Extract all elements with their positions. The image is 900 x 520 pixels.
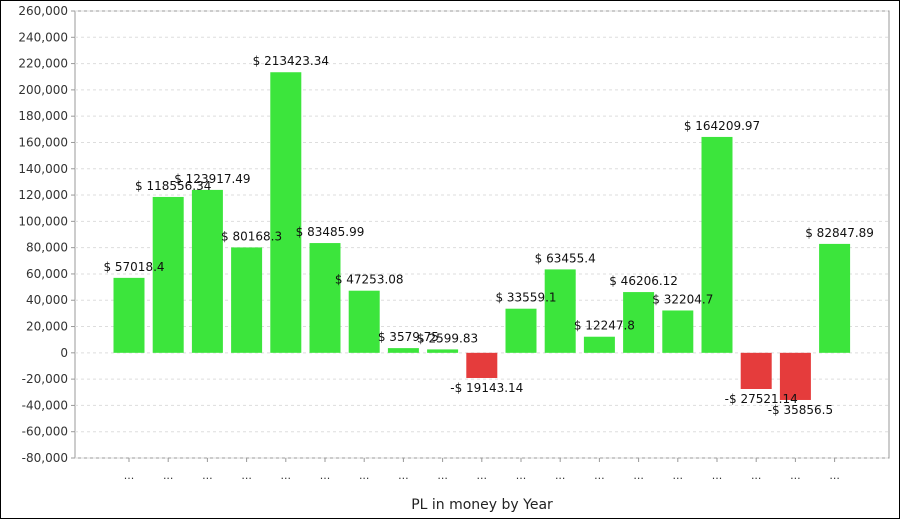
bar <box>623 292 655 353</box>
bar <box>740 352 772 390</box>
bar <box>309 243 341 353</box>
data-label: $ 12247.8 <box>574 319 635 333</box>
data-label: $ 164209.97 <box>684 119 760 133</box>
bar <box>505 308 537 353</box>
data-label: $ 213423.34 <box>253 54 329 68</box>
x-tick-label: ... <box>163 469 174 482</box>
data-label: $ 123917.49 <box>174 172 250 186</box>
x-tick-label: ... <box>751 469 762 482</box>
y-tick-label: -80,000 <box>22 451 68 465</box>
data-labels: $ 57018.4 $ 118556.34$ 123917.49 $ 80168.3… <box>103 54 873 417</box>
bar <box>544 269 576 353</box>
x-tick-label: ... <box>633 469 644 482</box>
data-label: $ 82847.89 <box>805 226 874 240</box>
x-axis: ........................................… <box>124 458 840 482</box>
bar <box>427 349 459 353</box>
x-tick-label: ... <box>829 469 840 482</box>
bar <box>779 352 811 400</box>
y-tick-label: 80,000 <box>26 241 68 255</box>
x-tick-label: ... <box>516 469 527 482</box>
x-tick-label: ... <box>398 469 409 482</box>
x-tick-label: ... <box>241 469 252 482</box>
y-tick-label: 40,000 <box>26 293 68 307</box>
x-axis-title: PL in money by Year <box>411 497 553 513</box>
bar <box>387 348 419 353</box>
data-label: $ 63455.4 <box>535 251 596 265</box>
y-tick-label: 240,000 <box>18 30 68 44</box>
bar <box>191 189 223 353</box>
x-tick-label: ... <box>320 469 331 482</box>
y-tick-label: 260,000 <box>18 4 68 18</box>
x-tick-label: ... <box>712 469 723 482</box>
bar <box>113 277 145 353</box>
y-tick-label: -40,000 <box>22 398 68 412</box>
y-axis: 260,000 240,000 220,000 200,000 180,000 160,0… <box>18 4 75 465</box>
x-tick-label: ... <box>790 469 801 482</box>
data-label: -$ 27521.14 <box>725 392 798 406</box>
y-tick-label: 120,000 <box>18 188 68 202</box>
data-label: $ 46206.12 <box>609 274 678 288</box>
data-label: -$ 19143.14 <box>450 381 523 395</box>
x-tick-label: ... <box>202 469 213 482</box>
bar <box>231 247 263 353</box>
x-tick-label: ... <box>594 469 605 482</box>
y-tick-label: -60,000 <box>22 425 68 439</box>
y-tick-label: 140,000 <box>18 162 68 176</box>
y-tick-label: 100,000 <box>18 214 68 228</box>
data-label: $ 83485.99 <box>296 225 365 239</box>
data-label: $ 80168.3 <box>221 229 282 243</box>
x-tick-label: ... <box>359 469 370 482</box>
bar <box>583 336 615 353</box>
x-tick-label: ... <box>124 469 135 482</box>
bars <box>113 72 851 400</box>
data-label: $ 118556.34 <box>135 179 211 193</box>
data-label: $ 2599.83 <box>417 331 478 345</box>
data-label: $ 3579.75 <box>378 330 439 344</box>
x-tick-label: ... <box>477 469 488 482</box>
y-tick-label: 20,000 <box>26 320 68 334</box>
y-tick-label: 180,000 <box>18 109 68 123</box>
data-label: -$ 35856.5 <box>768 403 833 417</box>
bar <box>819 243 851 353</box>
y-tick-label: 0 <box>60 346 68 360</box>
y-tick-label: 220,000 <box>18 57 68 71</box>
x-tick-label: ... <box>281 469 292 482</box>
y-tick-label: 200,000 <box>18 83 68 97</box>
data-label: $ 57018.4 <box>103 260 164 274</box>
bar <box>701 136 733 353</box>
y-tick-label: -20,000 <box>22 372 68 386</box>
bar <box>662 310 694 353</box>
y-tick-label: 160,000 <box>18 135 68 149</box>
bar <box>466 352 498 378</box>
bar <box>152 196 184 353</box>
data-label: $ 32204.7 <box>652 292 713 306</box>
x-tick-label: ... <box>555 469 566 482</box>
bar <box>270 72 302 353</box>
data-label: $ 33559.1 <box>495 291 556 305</box>
x-tick-label: ... <box>437 469 448 482</box>
x-tick-label: ... <box>673 469 684 482</box>
bar <box>348 290 380 353</box>
data-label: $ 47253.08 <box>335 273 404 287</box>
y-tick-label: 60,000 <box>26 267 68 281</box>
